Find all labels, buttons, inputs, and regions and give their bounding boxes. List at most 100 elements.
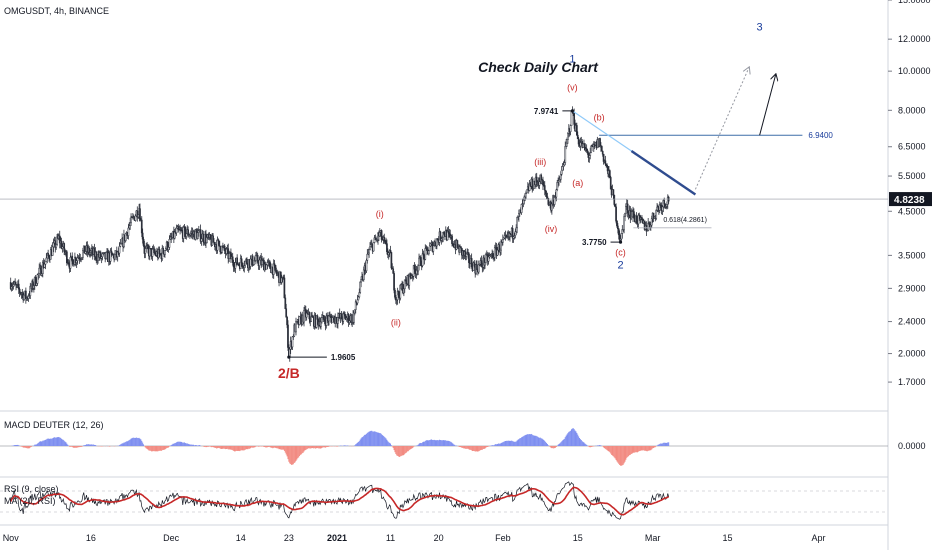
candle-body (625, 206, 627, 214)
price-tick-label: 3.5000 (898, 250, 926, 260)
candle-body (623, 216, 625, 231)
candle-body (43, 263, 46, 268)
candle-body (373, 237, 376, 243)
candle-body (511, 228, 514, 239)
candle-body (265, 264, 268, 270)
candle-body (570, 110, 573, 126)
candle-body (287, 324, 289, 348)
last-price-label: 4.8238 (894, 195, 925, 206)
candle-body (197, 232, 199, 239)
candle-body (120, 243, 123, 245)
candle-body (514, 231, 517, 236)
candle-body (531, 178, 534, 190)
candle-body (305, 312, 308, 318)
candle-body (177, 226, 180, 230)
resistance-label: 6.9400 (808, 131, 833, 140)
candle-body (316, 315, 319, 320)
candle-body (71, 255, 74, 260)
candle-body (69, 257, 72, 269)
candle-body (344, 314, 346, 317)
candle-body (553, 196, 556, 205)
time-tick-label: 15 (573, 533, 583, 543)
candle-body (383, 237, 386, 241)
candle-body (223, 245, 226, 252)
candle-body (403, 288, 405, 294)
candle-body (353, 312, 355, 323)
candle-body (249, 258, 252, 267)
candle-body (427, 250, 430, 255)
candle-body (564, 146, 567, 163)
candle-body (144, 248, 147, 254)
candle-body (118, 246, 121, 254)
candle-body (476, 264, 478, 271)
candle-body (129, 222, 132, 227)
candle-body (386, 243, 388, 253)
candle-body (524, 193, 526, 198)
candle-body (18, 288, 21, 293)
candle-body (480, 260, 483, 266)
candle-body (362, 269, 365, 280)
candle-body (83, 245, 86, 254)
candle-body (585, 148, 588, 151)
candle-body (561, 166, 564, 171)
wave-label: (iv) (545, 224, 558, 234)
candle-body (399, 284, 402, 299)
candle-body (185, 233, 188, 237)
time-tick-label: Nov (3, 533, 20, 543)
candle-body (499, 249, 502, 253)
candle-body (99, 252, 102, 259)
candle-body (500, 241, 502, 251)
candle-body (635, 215, 638, 224)
candle-body (468, 253, 470, 264)
candle-body (137, 214, 140, 218)
candle-body (650, 218, 653, 226)
last-price-badge (889, 192, 932, 207)
candle-body (584, 143, 586, 151)
candle-body (409, 273, 411, 278)
price-tick-label: 10.0000 (898, 66, 931, 76)
time-tick-label: Mar (645, 533, 661, 543)
wave-label: (b) (594, 112, 605, 122)
candle-body (51, 246, 54, 256)
candle-body (663, 200, 666, 205)
candle-body (365, 260, 368, 272)
candle-body (569, 125, 572, 132)
candle-body (240, 258, 243, 264)
candle-body (202, 233, 205, 243)
candle-body (606, 164, 609, 167)
candle-body (579, 142, 582, 147)
price-tick-label: 2.9000 (898, 283, 926, 293)
candle-body (283, 277, 286, 299)
rsi-title: RSI (9, close) (4, 484, 59, 494)
fib-label: 0.618(4.2861) (663, 217, 707, 224)
candle-body (520, 203, 523, 213)
wave-label: (v) (567, 83, 578, 93)
candle-body (329, 315, 332, 318)
candle-body (142, 238, 145, 246)
candle-body (546, 196, 549, 199)
candle-body (36, 274, 39, 284)
wave-label: (iii) (534, 157, 546, 167)
candle-body (366, 253, 369, 261)
trendline-light (572, 110, 632, 152)
candle-body (141, 232, 144, 240)
candle-body (614, 204, 617, 208)
time-tick-label: 11 (386, 533, 395, 543)
projection-arrow-solid (759, 75, 776, 136)
price-tick-label: 8.0000 (898, 105, 926, 115)
time-tick-label: Dec (163, 533, 180, 543)
candle-body (522, 199, 525, 204)
grid-lines (0, 0, 889, 550)
candle-body (105, 252, 107, 259)
candle-body (432, 245, 435, 252)
candle-body (369, 246, 371, 250)
candle-body (45, 257, 48, 262)
candle-body (661, 206, 664, 211)
candle-body (148, 247, 151, 257)
candle-body (33, 285, 35, 289)
candle-body (516, 217, 518, 229)
candle-body (413, 265, 416, 270)
candle-body (209, 234, 212, 240)
trendline-bold (630, 150, 697, 196)
